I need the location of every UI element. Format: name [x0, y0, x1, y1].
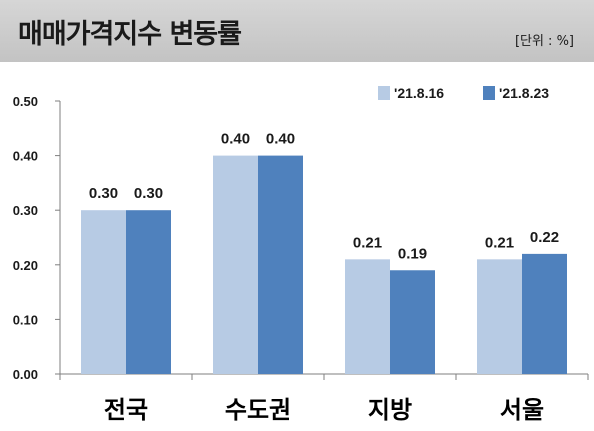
bar-prev-1: [213, 155, 258, 374]
y-tick-label: 0.40: [13, 149, 38, 164]
data-label: 0.30: [89, 185, 118, 202]
y-tick-label: 0.00: [13, 367, 38, 382]
bar-curr-0: [126, 210, 171, 374]
legend-label: '21.8.16: [394, 85, 444, 101]
bar-curr-1: [258, 155, 303, 374]
category-label: 전국: [104, 396, 148, 424]
title-bar: 매매가격지수 변동률 [단위 : %]: [0, 0, 594, 62]
y-tick-label: 0.20: [13, 258, 38, 273]
bar-curr-3: [522, 253, 567, 374]
data-label: 0.22: [530, 229, 559, 246]
chart-title: 매매가격지수 변동률: [18, 19, 242, 50]
y-tick-label: 0.10: [13, 312, 38, 327]
data-label: 0.19: [398, 245, 427, 262]
unit-label: [단위 : %]: [514, 34, 574, 49]
bar-prev-0: [81, 210, 126, 374]
y-tick-label: 0.50: [13, 94, 38, 109]
data-label: 0.40: [266, 131, 295, 148]
data-label: 0.21: [485, 234, 514, 251]
y-tick-label: 0.30: [13, 203, 38, 218]
legend-swatch: [483, 86, 495, 100]
bar-prev-2: [345, 259, 390, 374]
category-label: 지방: [368, 396, 412, 424]
data-label: 0.40: [221, 131, 250, 148]
data-label: 0.21: [353, 234, 382, 251]
category-label: 서울: [500, 396, 544, 424]
legend-label: '21.8.23: [499, 85, 549, 101]
bar-curr-2: [390, 270, 435, 374]
category-label: 수도권: [225, 396, 291, 424]
legend-swatch: [378, 86, 390, 100]
bar-prev-3: [477, 259, 522, 374]
data-label: 0.30: [134, 185, 163, 202]
